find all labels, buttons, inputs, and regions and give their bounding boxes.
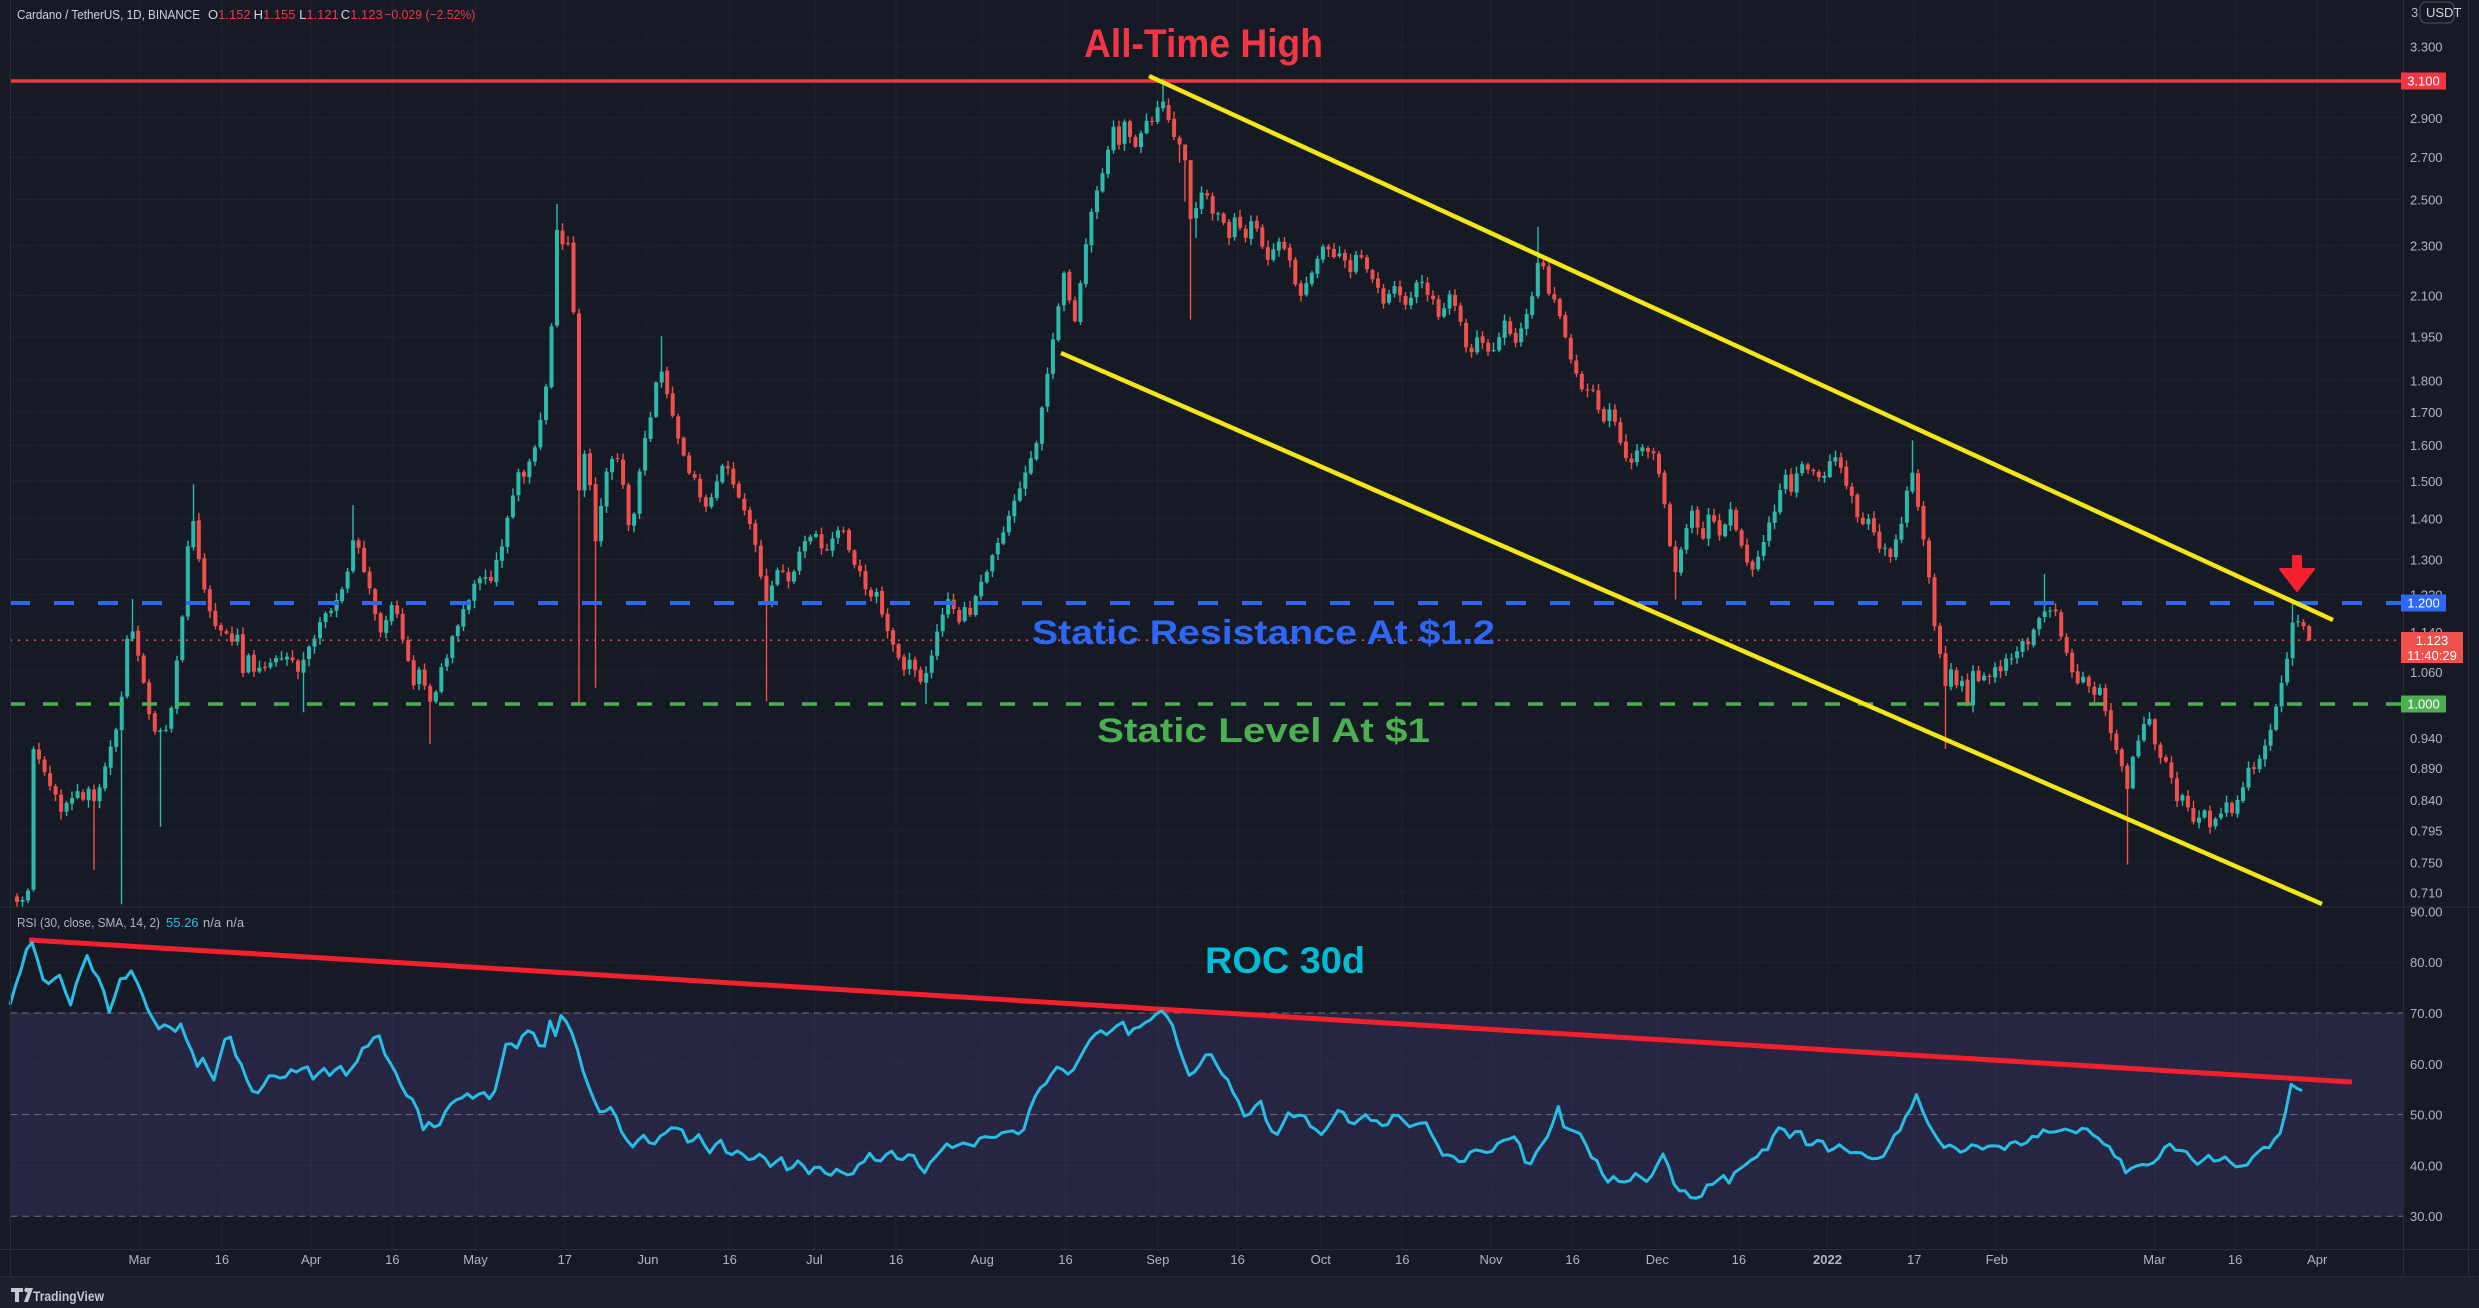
svg-text:0.795: 0.795 <box>2410 823 2443 838</box>
svg-text:2.900: 2.900 <box>2410 111 2443 126</box>
svg-text:1.300: 1.300 <box>2410 553 2443 568</box>
svg-text:2022: 2022 <box>1813 1252 1842 1267</box>
svg-text:1.060: 1.060 <box>2410 665 2443 680</box>
svg-text:ROC 30d: ROC 30d <box>1205 940 1365 981</box>
svg-text:Static Level At $1: Static Level At $1 <box>1097 712 1430 750</box>
svg-text:Feb: Feb <box>1986 1252 2008 1267</box>
svg-text:1.800: 1.800 <box>2410 373 2443 388</box>
svg-text:1.123: 1.123 <box>2416 633 2449 648</box>
svg-text:USDT: USDT <box>2426 5 2461 20</box>
svg-text:80.00: 80.00 <box>2410 955 2443 970</box>
svg-text:30.00: 30.00 <box>2410 1209 2443 1224</box>
svg-text:3: 3 <box>2411 5 2418 20</box>
svg-text:16: 16 <box>2228 1252 2242 1267</box>
svg-text:1.700: 1.700 <box>2410 405 2443 420</box>
svg-text:Nov: Nov <box>1479 1252 1503 1267</box>
svg-text:17: 17 <box>1907 1252 1921 1267</box>
svg-text:16: 16 <box>215 1252 229 1267</box>
svg-text:0.750: 0.750 <box>2410 855 2443 870</box>
svg-text:70.00: 70.00 <box>2410 1006 2443 1021</box>
svg-text:Dec: Dec <box>1646 1252 1670 1267</box>
svg-text:RSI (30, close, SMA, 14, 2)55.: RSI (30, close, SMA, 14, 2) 55.26 n/a n/a <box>17 915 245 930</box>
svg-text:1.600: 1.600 <box>2410 438 2443 453</box>
svg-text:2.700: 2.700 <box>2410 150 2443 165</box>
svg-text:50.00: 50.00 <box>2410 1108 2443 1123</box>
svg-text:Jul: Jul <box>806 1252 823 1267</box>
svg-text:0.890: 0.890 <box>2410 761 2443 776</box>
svg-text:17: 17 <box>558 1252 572 1267</box>
svg-text:1.400: 1.400 <box>2410 512 2443 527</box>
svg-text:16: 16 <box>1230 1252 1244 1267</box>
svg-text:Apr: Apr <box>301 1252 322 1267</box>
svg-text:11:40:29: 11:40:29 <box>2407 648 2457 663</box>
svg-text:Mar: Mar <box>129 1252 152 1267</box>
svg-text:1.000: 1.000 <box>2407 697 2440 712</box>
svg-text:40.00: 40.00 <box>2410 1158 2443 1173</box>
svg-text:16: 16 <box>1565 1252 1579 1267</box>
svg-text:May: May <box>463 1252 488 1267</box>
svg-text:1.950: 1.950 <box>2410 329 2443 344</box>
svg-text:Oct: Oct <box>1311 1252 1332 1267</box>
svg-text:90.00: 90.00 <box>2410 904 2443 919</box>
svg-text:TradingView: TradingView <box>33 1289 104 1304</box>
svg-text:16: 16 <box>1395 1252 1409 1267</box>
svg-text:60.00: 60.00 <box>2410 1057 2443 1072</box>
svg-text:0.840: 0.840 <box>2410 793 2443 808</box>
svg-text:3.100: 3.100 <box>2407 74 2440 89</box>
svg-text:Aug: Aug <box>971 1252 994 1267</box>
svg-text:Jun: Jun <box>638 1252 659 1267</box>
svg-text:Mar: Mar <box>2143 1252 2166 1267</box>
svg-text:16: 16 <box>1058 1252 1072 1267</box>
svg-text:16: 16 <box>1732 1252 1746 1267</box>
svg-text:16: 16 <box>385 1252 399 1267</box>
svg-text:Sep: Sep <box>1146 1252 1169 1267</box>
svg-text:Apr: Apr <box>2307 1252 2328 1267</box>
svg-text:3.300: 3.300 <box>2410 40 2443 55</box>
svg-text:0.940: 0.940 <box>2410 731 2443 746</box>
svg-text:Static Resistance At $1.2: Static Resistance At $1.2 <box>1032 614 1495 652</box>
svg-text:Cardano / TetherUS, 1D, BINANC: Cardano / TetherUS, 1D, BINANCE O1.152 H1.… <box>17 7 475 22</box>
svg-text:1.200: 1.200 <box>2407 596 2440 611</box>
svg-text:16: 16 <box>889 1252 903 1267</box>
svg-text:16: 16 <box>722 1252 736 1267</box>
svg-text:1.500: 1.500 <box>2410 474 2443 489</box>
svg-text:2.300: 2.300 <box>2410 238 2443 253</box>
svg-text:2.100: 2.100 <box>2410 289 2443 304</box>
svg-text:2.500: 2.500 <box>2410 193 2443 208</box>
svg-text:0.710: 0.710 <box>2410 886 2443 901</box>
svg-text:All-Time High: All-Time High <box>1084 22 1323 66</box>
